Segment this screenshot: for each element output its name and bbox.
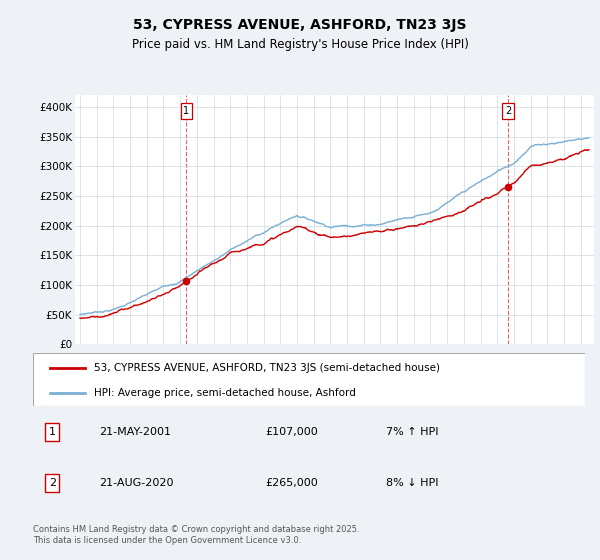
- Text: 2021: 2021: [509, 359, 518, 382]
- Text: 1: 1: [49, 427, 56, 437]
- Text: 2006: 2006: [259, 359, 268, 382]
- Text: 2: 2: [49, 478, 56, 488]
- Text: 8% ↓ HPI: 8% ↓ HPI: [386, 478, 439, 488]
- Text: 2013: 2013: [376, 359, 385, 382]
- Text: 2022: 2022: [526, 359, 535, 382]
- Text: 2002: 2002: [193, 359, 202, 382]
- Text: 2: 2: [505, 106, 511, 116]
- Text: 1998: 1998: [125, 359, 134, 382]
- Text: 53, CYPRESS AVENUE, ASHFORD, TN23 3JS: 53, CYPRESS AVENUE, ASHFORD, TN23 3JS: [133, 18, 467, 32]
- Text: 2015: 2015: [409, 359, 418, 382]
- Text: Contains HM Land Registry data © Crown copyright and database right 2025.
This d: Contains HM Land Registry data © Crown c…: [33, 525, 359, 545]
- Text: 7% ↑ HPI: 7% ↑ HPI: [386, 427, 439, 437]
- Text: Price paid vs. HM Land Registry's House Price Index (HPI): Price paid vs. HM Land Registry's House …: [131, 38, 469, 52]
- Text: 1995: 1995: [76, 359, 85, 382]
- Text: 1: 1: [184, 106, 190, 116]
- Text: 2003: 2003: [209, 359, 218, 382]
- Text: 2023: 2023: [543, 359, 552, 382]
- Text: 1996: 1996: [92, 359, 101, 382]
- Text: 2019: 2019: [476, 359, 485, 382]
- Text: 1997: 1997: [109, 359, 118, 382]
- Text: 2008: 2008: [292, 359, 301, 382]
- Text: 2016: 2016: [426, 359, 435, 382]
- Text: 2001: 2001: [176, 359, 185, 382]
- Text: 1999: 1999: [142, 359, 151, 382]
- Text: 2004: 2004: [226, 359, 235, 382]
- Text: 21-MAY-2001: 21-MAY-2001: [99, 427, 171, 437]
- Text: 2014: 2014: [392, 359, 401, 382]
- Text: £107,000: £107,000: [265, 427, 317, 437]
- Text: 2018: 2018: [460, 359, 469, 382]
- Text: 2012: 2012: [359, 359, 368, 382]
- Text: 2009: 2009: [309, 359, 318, 382]
- Text: 2005: 2005: [242, 359, 251, 382]
- Text: 2020: 2020: [493, 359, 502, 382]
- Text: £265,000: £265,000: [265, 478, 317, 488]
- Text: 2000: 2000: [159, 359, 168, 382]
- Text: 2017: 2017: [443, 359, 452, 382]
- Text: 2010: 2010: [326, 359, 335, 382]
- Text: 2011: 2011: [343, 359, 352, 382]
- Text: 53, CYPRESS AVENUE, ASHFORD, TN23 3JS (semi-detached house): 53, CYPRESS AVENUE, ASHFORD, TN23 3JS (s…: [94, 363, 440, 373]
- Text: 2024: 2024: [559, 359, 568, 382]
- Text: 21-AUG-2020: 21-AUG-2020: [99, 478, 174, 488]
- Text: 2007: 2007: [276, 359, 285, 382]
- FancyBboxPatch shape: [33, 353, 585, 406]
- Text: HPI: Average price, semi-detached house, Ashford: HPI: Average price, semi-detached house,…: [94, 388, 356, 398]
- Text: 2025: 2025: [576, 359, 585, 382]
